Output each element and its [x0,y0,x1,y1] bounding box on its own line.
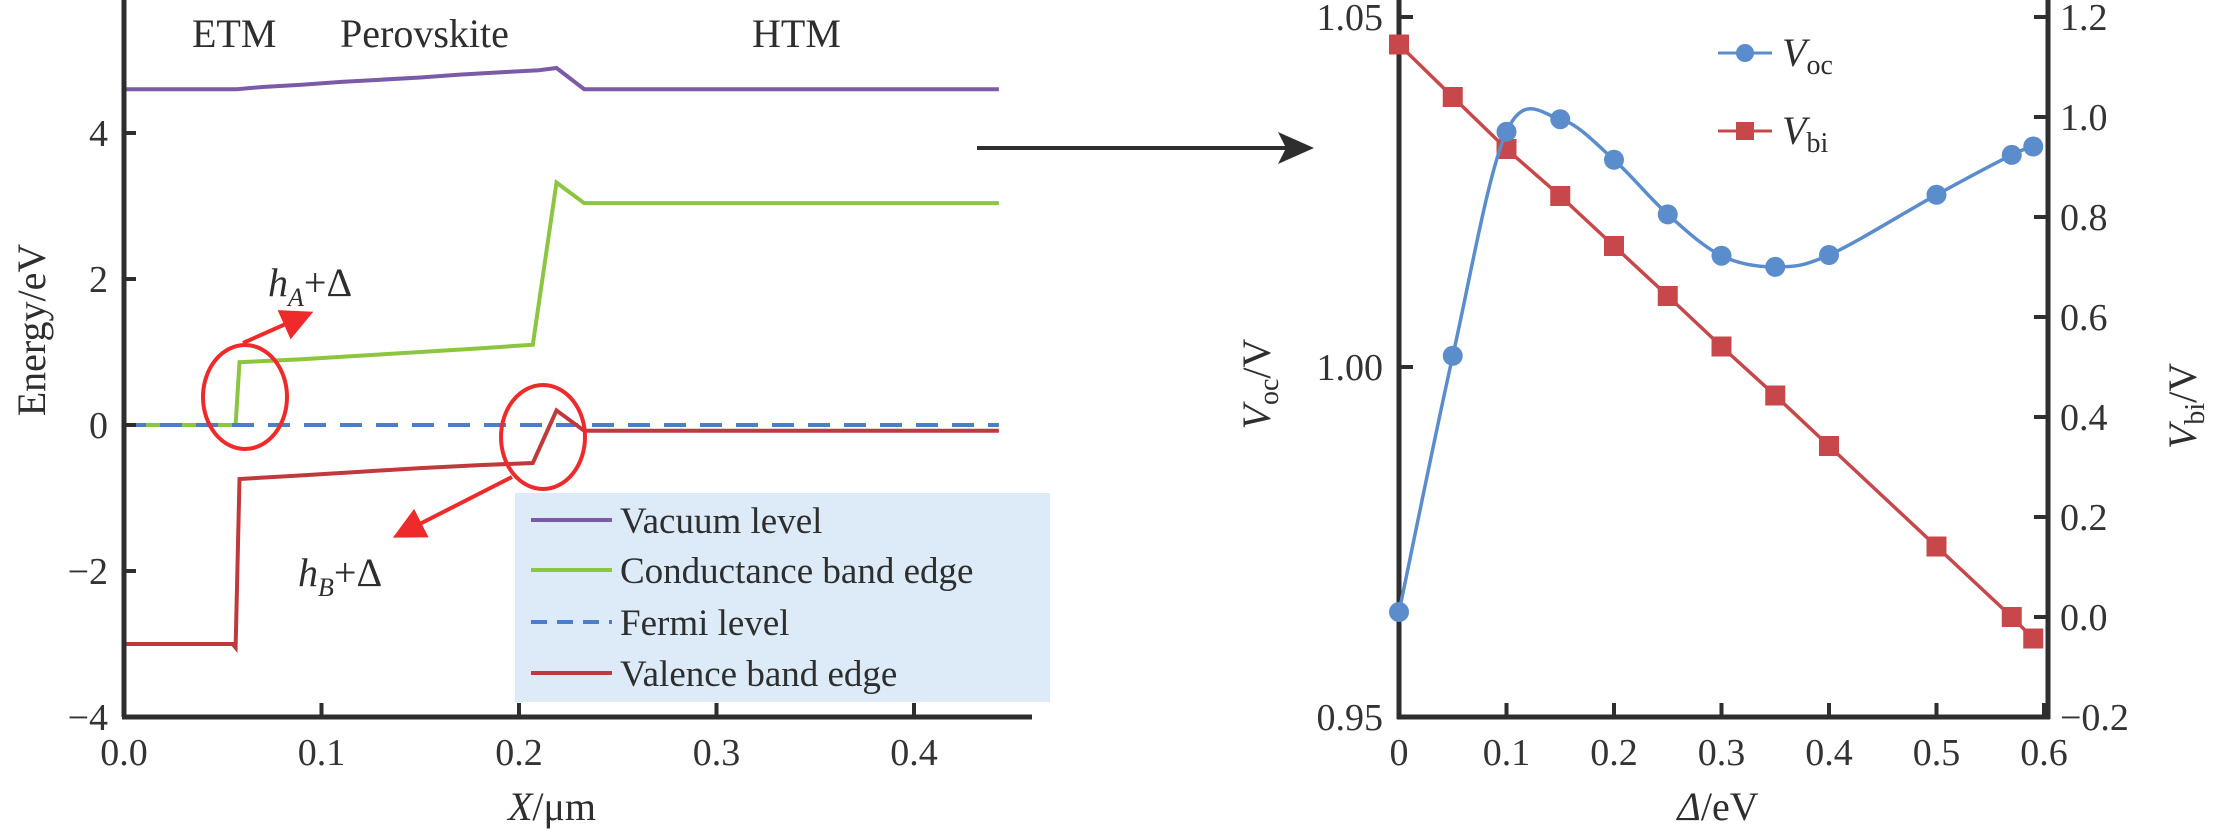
highlight-ellipse [201,343,289,451]
data-point-vbi [1657,286,1678,306]
left-y-tick-label: 1.00 [1317,347,1384,389]
x-tick-label: 0.6 [2020,732,2068,774]
x-tick-label: 0.0 [100,732,148,774]
ticks: 1.05 1.00 0.95 1.2 1.0 0.8 0.6 0.4 0.2 0.0 −0.2 0 0.… [1317,0,2129,774]
data-point-vbi [1442,87,1463,107]
series-vacuum [124,65,999,92]
series-valence [124,407,999,653]
left-y-tick-label: 0.95 [1317,697,1384,739]
annotation-arrow [392,475,513,538]
right-y-axis-label: Vbi/V [2160,363,2211,449]
x-tick-label: 0 [1390,732,1409,774]
legend-background [515,493,1050,702]
y-tick-label: 0 [89,405,108,447]
x-axis-label: X/μm [506,784,596,829]
data-point-voc [1389,602,1409,622]
y-tick-label: −2 [68,551,108,593]
x-axis-label: Δ/eV [1675,784,1758,829]
data-point-voc [1442,345,1463,366]
right-y-tick-label: 0.0 [2060,597,2108,639]
x-tick-label: 0.2 [1590,732,1638,774]
data-point-vbi [1604,236,1624,256]
annotation-ha: hA+Δ [201,260,352,451]
x-tick-label: 0.3 [693,732,741,774]
data-point-vbi [1550,186,1571,206]
data-point-voc [1765,256,1786,277]
data-point-vbi [1926,536,1947,557]
x-tick-label: 0.4 [1805,732,1853,774]
y-axis-label: Energy/eV [9,244,54,417]
data-point-vbi [1765,385,1786,406]
annotation-arrow [242,310,314,345]
right-y-tick-label: 0.2 [2060,497,2108,539]
region-label-htm: HTM [752,11,841,56]
legend-voc-label: Voc [1782,30,1833,81]
data-point-vbi [1819,436,1839,456]
data-point-voc [2023,136,2044,157]
right-y-tick-label: −0.2 [2060,697,2129,739]
data-point-vbi [2001,607,2022,627]
data-point-vbi [2023,628,2044,649]
legend-vbi-marker [1736,122,1754,140]
x-tick-label: 0.3 [1698,732,1746,774]
x-tick-label: 0.4 [890,732,938,774]
voc-vbi-chart: 1.05 1.00 0.95 1.2 1.0 0.8 0.6 0.4 0.2 0.0 −0.2 0 0.… [1234,0,2211,829]
region-label-perovskite: Perovskite [340,11,509,56]
legend-label-vacuum: Vacuum level [620,501,822,542]
x-tick-label: 0.1 [298,732,346,774]
axes [1396,0,2051,720]
annotation-label-hb: hB+Δ [298,550,382,602]
region-label-etm: ETM [192,11,276,56]
x-tick-label: 0.2 [495,732,543,774]
data-point-voc [1926,184,1947,205]
data-point-vbi [1711,336,1732,357]
legend-voc-marker [1736,44,1754,62]
left-y-tick-label: 1.05 [1317,0,1384,39]
highlight-ellipse [499,383,587,491]
right-y-tick-label: 0.8 [2060,197,2108,239]
y-tick-label: 2 [89,259,108,301]
legend: Vacuum level Conductance band edge Fermi l… [515,493,1050,702]
legend-label-conduction: Conductance band edge [620,551,973,592]
ticks: 4 2 0 −2 −40.0 0.1 0.2 0.3 0.4 [68,113,938,774]
legend-label-valence: Valence band edge [620,654,897,695]
annotation-hb: hB+Δ [298,383,587,602]
series-conduction [124,179,999,427]
x-tick-label: 0.1 [1483,732,1531,774]
right-y-tick-label: 1.2 [2060,0,2108,39]
data-point-voc [1550,109,1571,130]
data-point-voc [1496,121,1517,142]
annotation-label-ha: hA+Δ [268,260,352,312]
right-y-tick-label: 0.6 [2060,297,2108,339]
x-tick-label: 0.5 [1913,732,1961,774]
data-point-voc [1711,245,1732,266]
right-y-tick-label: 0.4 [2060,397,2108,439]
band-diagram-chart: Vacuum level Conductance band edge Fermi l… [9,0,1050,829]
legend: Voc Vbi [1718,30,1833,159]
data-point-vbi [1389,34,1409,55]
legend-label-fermi: Fermi level [620,603,790,644]
left-y-axis-label: Voc/V [1234,338,1285,429]
y-tick-label: −4 [68,697,108,739]
legend-vbi-label: Vbi [1782,108,1828,159]
right-y-tick-label: 1.0 [2060,97,2108,139]
data-point-voc [2001,144,2022,165]
series-group [1389,34,2044,649]
data-point-voc [1604,149,1624,170]
data-point-voc [1657,204,1678,225]
band-series-group [124,65,999,653]
axes [121,0,1032,720]
y-tick-label: 4 [89,113,108,155]
data-point-voc [1819,245,1839,265]
